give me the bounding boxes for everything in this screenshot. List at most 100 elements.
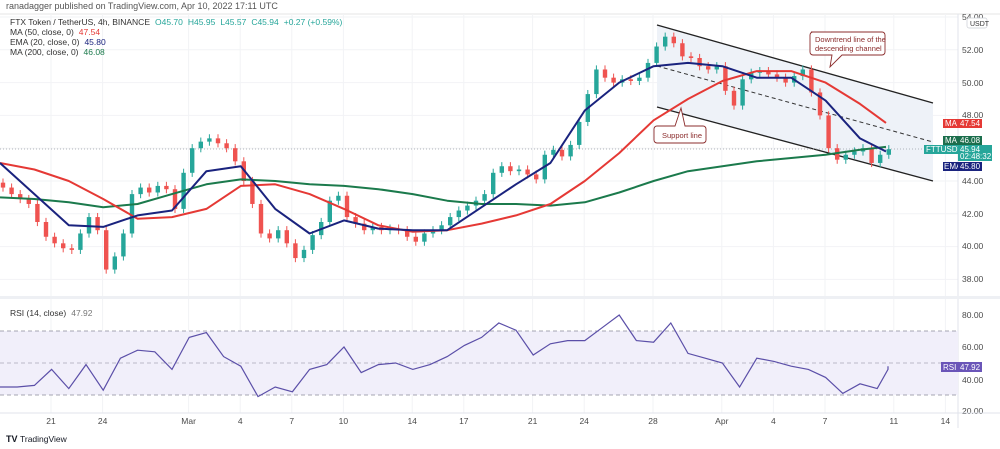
candle-down [671,36,676,44]
price-badges: MA 47.54 MA 46.08 FTTUSDT 45.94 02:48:32… [924,119,992,171]
channel-midline[interactable] [656,65,934,143]
pane-separator[interactable] [0,296,1000,299]
price-tick: 42.00 [962,209,984,219]
candle-down [706,66,711,70]
downtrend-callout[interactable]: Downtrend line of the descending channel [809,31,886,69]
candle-up [448,217,453,226]
candle-up [190,148,195,173]
candle-up [740,79,745,106]
candle-down [215,138,221,144]
candle-down [783,77,788,83]
candle-down [250,181,255,204]
price-tick: 54.00 [962,12,984,22]
rsi-legend[interactable]: RSI (14, close) 47.92 [10,308,93,318]
price-tick: 52.00 [962,45,984,55]
price-axis[interactable]: 54.00 52.00 50.00 48.00 44.00 42.00 40.0… [962,12,990,284]
branding-label: TradingView [20,434,68,444]
publisher-line: ranadagger published on TradingView.com,… [6,1,278,11]
candle-down [809,69,814,93]
rsi-axis[interactable]: 80.00 60.00 40.00 20.00 RSI 47.92 [941,310,984,416]
candle-up [78,233,83,250]
ohlc-open: O45.70 [155,17,183,27]
time-tick: 14 [941,416,951,426]
legend-ma200[interactable]: MA (200, close, 0) 46.08 [10,47,105,57]
tradingview-logo[interactable]: TV TradingView [6,434,68,444]
candle-up [276,230,281,239]
ema20-line [0,61,887,235]
candle-up [112,256,117,270]
candle-up [327,200,332,222]
candle-down [164,185,169,190]
time-tick: 21 [46,416,56,426]
candle-down [18,194,23,200]
candle-up [456,210,461,218]
ma200-badge-tag: MA [945,136,958,145]
candle-down [731,90,737,106]
candle-up [886,149,891,155]
candle-down [9,187,14,195]
rsi-badge-value: 47.92 [960,363,981,372]
ma200-badge-value: 46.08 [960,136,981,145]
time-tick: 24 [98,416,108,426]
candle-up [155,185,160,193]
legend-ma50[interactable]: MA (50, close, 0) 47.54 [10,27,100,37]
candle-up [637,77,642,81]
candle-up [499,166,504,173]
price-tick: 38.00 [962,274,984,284]
candle-up [577,121,582,145]
ema20-badge-value: 45.80 [960,162,981,171]
candle-down [0,182,6,188]
candle-down [826,115,831,149]
support-callout[interactable]: Support line [653,106,707,144]
time-tick: Apr [715,416,728,426]
candle-up [663,36,668,47]
candle-down [61,243,66,249]
candle-down [293,243,298,259]
candle-down [766,71,771,75]
price-tick: 48.00 [962,110,984,120]
candle-down [284,230,289,244]
candle-down [353,217,358,224]
candle-up [516,169,522,172]
price-tick: 50.00 [962,78,984,88]
time-tick: 28 [648,416,658,426]
support-line[interactable] [656,106,934,182]
candle-down [628,79,633,81]
candle-up [129,194,135,234]
candle-down [688,56,694,58]
candle-up [645,62,651,78]
candle-up [207,138,212,142]
time-tick: 7 [289,416,294,426]
candle-down [723,66,728,91]
legend-ema20[interactable]: EMA (20, close, 0) 45.80 [10,37,106,47]
candle-down [508,166,513,172]
candle-up [482,194,487,201]
moving-averages [0,61,887,235]
candle-down [525,169,530,175]
candle-up [465,205,470,211]
candle-down [559,149,565,157]
downtrend-label-line2: descending channel [815,44,882,53]
candle-down [362,223,367,231]
candle-up [852,151,857,155]
candle-down [267,233,272,239]
price-tick: 44.00 [962,176,984,186]
time-tick: 10 [339,416,349,426]
ema20-badge-tag: EMA [944,162,962,171]
candle-down [43,222,49,237]
downtrend-line[interactable] [656,24,934,104]
candle-down [104,230,109,270]
rsi-tick: 80.00 [962,310,984,320]
channel-fill [657,25,933,181]
symbol-title[interactable]: FTX Token / TetherUS, 4h, BINANCE [10,17,150,27]
time-tick: 14 [407,416,417,426]
downtrend-label-line1: Downtrend line of the [815,35,886,44]
time-axis[interactable]: 21 24 Mar 4 7 10 14 17 21 24 28 Apr 4 7 11 14 [46,416,950,426]
candle-up [551,149,556,155]
rsi-tick: 40.00 [962,375,984,385]
time-tick: 11 [889,416,898,426]
support-label: Support line [662,131,702,140]
ohlc-close: C45.94 [251,17,279,27]
candle-down [611,77,616,83]
